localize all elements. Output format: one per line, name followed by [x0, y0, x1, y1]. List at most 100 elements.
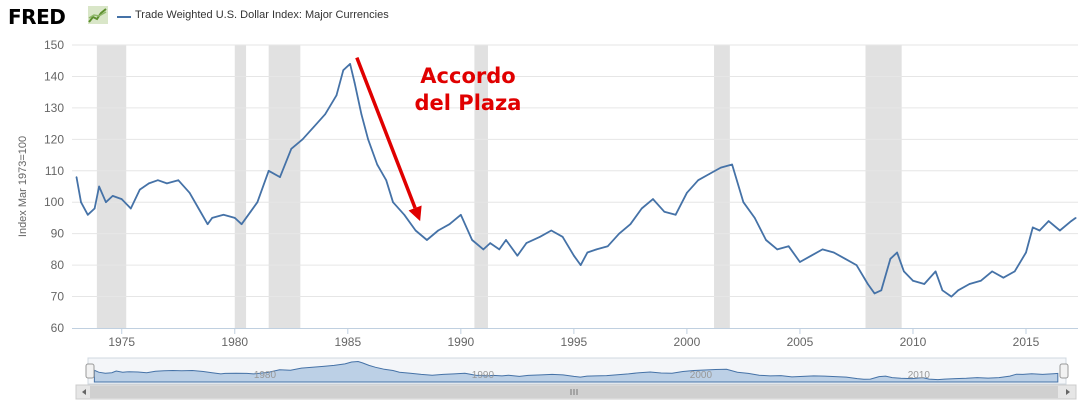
- data-point: [525, 242, 528, 244]
- data-point: [586, 251, 589, 254]
- navigator-tick-label: 2010: [908, 370, 931, 381]
- fred-logo[interactable]: FRED: [8, 5, 66, 29]
- data-point: [889, 258, 892, 260]
- data-point: [256, 201, 259, 204]
- scroll-left-arrow-icon[interactable]: [82, 389, 86, 395]
- data-point: [1038, 229, 1041, 232]
- data-point: [157, 179, 159, 182]
- gridlines: [72, 44, 1078, 298]
- data-point: [505, 239, 507, 241]
- data-point: [335, 94, 338, 97]
- annotation-arrow: [355, 56, 417, 209]
- data-point: [267, 169, 270, 172]
- data-point: [561, 236, 564, 238]
- recession-band: [234, 45, 247, 328]
- data-point: [197, 207, 200, 210]
- data-point: [222, 214, 225, 216]
- data-point: [448, 223, 451, 226]
- data-point: [866, 283, 869, 285]
- navigator-left-handle[interactable]: [85, 363, 95, 379]
- data-point: [437, 229, 440, 232]
- data-point: [80, 201, 82, 204]
- data-point: [460, 214, 462, 216]
- range-navigator[interactable]: 1980 1990 2000 2010: [75, 357, 1077, 400]
- data-point: [539, 236, 541, 238]
- data-point: [367, 138, 369, 141]
- data-point: [139, 188, 141, 191]
- data-point: [1013, 270, 1016, 273]
- data-point: [810, 254, 813, 257]
- data-point: [979, 280, 982, 282]
- data-point: [595, 248, 598, 251]
- data-point: [482, 248, 485, 251]
- data-point: [1031, 226, 1034, 229]
- scrollbar-grip-icon: [570, 389, 578, 395]
- recession-band: [96, 45, 127, 328]
- recession-band: [474, 45, 488, 328]
- data-point: [708, 173, 711, 175]
- data-point: [111, 195, 114, 197]
- y-tick-label: 80: [51, 258, 65, 272]
- data-point: [950, 295, 953, 298]
- scroll-right-arrow-icon[interactable]: [1066, 389, 1070, 395]
- y-tick-label: 60: [51, 321, 65, 335]
- data-point: [360, 113, 363, 115]
- data-point: [1025, 251, 1027, 254]
- navigator-tick-label: 1980: [254, 370, 277, 381]
- data-point: [120, 198, 123, 200]
- data-point: [968, 283, 971, 285]
- data-point: [833, 251, 835, 254]
- data-point: [606, 245, 609, 248]
- data-point: [731, 163, 733, 166]
- data-point: [697, 179, 700, 182]
- data-point: [663, 210, 666, 213]
- data-point: [1059, 229, 1061, 232]
- data-point: [93, 207, 96, 210]
- data-point: [753, 217, 756, 219]
- recession-band: [714, 45, 730, 328]
- x-tick-label: 1980: [221, 335, 248, 349]
- data-point: [98, 185, 100, 188]
- data-point: [353, 81, 356, 84]
- data-point: [1047, 220, 1050, 222]
- y-tick-label: 140: [44, 69, 64, 83]
- data-point: [301, 138, 304, 141]
- data-point: [426, 239, 428, 241]
- data-point: [765, 239, 767, 241]
- y-tick-label: 70: [51, 290, 65, 304]
- data-point: [385, 179, 388, 182]
- data-point: [652, 198, 654, 200]
- data-point: [233, 217, 236, 219]
- data-point: [75, 176, 78, 178]
- y-tick-label: 150: [44, 38, 64, 52]
- data-point: [1070, 220, 1073, 222]
- data-point: [787, 245, 790, 248]
- data-point: [498, 248, 501, 251]
- data-point: [376, 163, 378, 166]
- data-point: [957, 289, 959, 292]
- data-point: [177, 179, 180, 182]
- data-point: [941, 289, 944, 292]
- annotation-arrowhead: [408, 205, 422, 222]
- legend-series-label[interactable]: Trade Weighted U.S. Dollar Index: Major …: [135, 9, 389, 21]
- recession-band: [268, 45, 301, 328]
- data-point: [912, 280, 914, 282]
- x-tick-label: 2005: [787, 335, 814, 349]
- series-line[interactable]: [75, 63, 1077, 298]
- data-point: [279, 176, 281, 178]
- y-tick-label: 110: [45, 164, 64, 178]
- data-point: [618, 232, 620, 235]
- navigator-ticks: 1980 1990 2000 2010: [254, 370, 931, 381]
- y-axis-label: Index Mar 1973=100: [17, 136, 29, 237]
- data-point: [640, 207, 643, 210]
- navigator-right-handle[interactable]: [1059, 363, 1069, 379]
- data-point: [349, 63, 351, 65]
- data-point: [87, 214, 89, 216]
- x-tick-label: 1995: [561, 335, 588, 349]
- y-tick-label: 120: [44, 132, 64, 146]
- navigator-tick-label: 2000: [690, 370, 713, 381]
- data-point: [342, 69, 345, 71]
- data-point: [629, 223, 632, 226]
- annotation-label-line1: Accordo: [420, 64, 515, 88]
